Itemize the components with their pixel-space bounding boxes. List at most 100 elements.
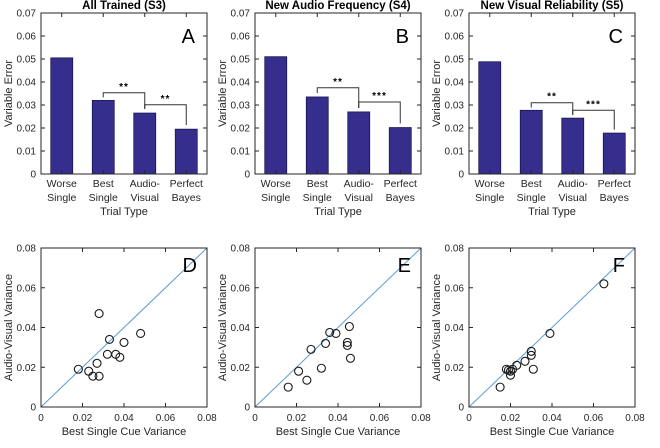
data-point: [344, 321, 354, 332]
category-label-line2: Single: [89, 192, 118, 204]
x-tick-label: 0: [466, 413, 472, 424]
subplot-F: 0 0.02 0.04 0.06 0.08 0 0.02 0.04 0.06 0.08 Best S…: [431, 244, 645, 439]
bar-audio-visual: [133, 112, 157, 175]
data-point: [294, 366, 304, 376]
data-point: [599, 279, 609, 289]
category-label-line2: Single: [303, 192, 332, 204]
identity-line: [40, 247, 208, 408]
axes-box: [254, 12, 422, 175]
y-tick-label: 0.06: [445, 32, 465, 43]
y-axis-label: Audio-Visual Variance: [431, 274, 443, 381]
panel-letter: C: [609, 26, 623, 48]
axes-box: [468, 247, 636, 408]
x-tick-label: 0: [38, 413, 44, 424]
category-label-line1: Worse: [47, 178, 77, 190]
y-tick-label: 0.06: [231, 32, 251, 43]
bar-best-single: [91, 100, 115, 175]
data-point: [94, 371, 104, 381]
category-label-line1: Perfect: [170, 178, 203, 190]
data-point: [283, 382, 293, 392]
category-label-line2: Bayes: [600, 192, 629, 204]
data-point: [512, 360, 522, 370]
axes-box: [254, 247, 422, 408]
significance-stars: **: [547, 92, 557, 103]
y-tick-label: 0.01: [445, 147, 465, 158]
y-tick-label: 0.02: [445, 363, 465, 374]
axes-box: [468, 12, 636, 175]
subplot-E: 0 0.02 0.04 0.06 0.08 0 0.02 0.04 0.06 0.08 Best S…: [217, 244, 431, 439]
y-axis-label: Variable Error: [3, 60, 15, 127]
data-point: [345, 353, 356, 363]
y-tick-label: 0.02: [17, 363, 37, 374]
x-tick-label: 0.08: [197, 413, 217, 424]
panel-letter: B: [396, 26, 409, 48]
y-tick-label: 0.02: [231, 363, 251, 374]
y-tick-label: 0.08: [445, 244, 465, 255]
x-axis-label: Best Single Cue Variance: [62, 426, 187, 438]
x-tick-label: 0.02: [287, 413, 307, 424]
data-point: [342, 337, 352, 347]
data-point: [505, 366, 516, 376]
x-axis-label: Best Single Cue Variance: [490, 426, 615, 438]
bar-perfect-bayes: [602, 132, 626, 175]
significance-bracket: [316, 87, 360, 108]
category-label-line1: Best: [307, 178, 328, 190]
panel-letter: E: [398, 255, 411, 277]
x-tick-label: 0.08: [625, 413, 645, 424]
data-point: [115, 352, 125, 362]
y-tick-label: 0.05: [17, 55, 37, 66]
y-tick-label: 0.05: [445, 55, 465, 66]
bar-audio-visual: [347, 111, 371, 175]
significance-bracket: [358, 101, 401, 124]
axes-box: [40, 247, 208, 408]
y-tick-label: 0.02: [231, 124, 251, 135]
data-point: [92, 358, 102, 368]
y-tick-label: 0.08: [17, 244, 37, 255]
category-label-line1: Best: [93, 178, 114, 190]
category-label-line2: Single: [517, 192, 546, 204]
category-label-line1: Audio-: [344, 178, 375, 190]
data-point: [302, 375, 312, 385]
y-tick-label: 0.04: [17, 78, 37, 89]
data-point: [342, 340, 352, 350]
y-axis-label: Variable Error: [217, 60, 229, 127]
data-point: [545, 328, 555, 339]
bar-audio-visual: [561, 117, 585, 175]
y-tick-label: 0.05: [231, 55, 251, 66]
data-point: [102, 349, 112, 359]
x-tick-label: 0.06: [156, 413, 176, 424]
y-tick-label: 0.03: [445, 101, 465, 112]
x-tick-label: 0.06: [370, 413, 390, 424]
panel-letter: A: [182, 26, 196, 48]
y-tick-label: 0: [30, 170, 36, 181]
significance-stars: **: [119, 82, 129, 93]
y-tick-label: 0.02: [17, 124, 37, 135]
y-tick-label: 0.02: [445, 124, 465, 135]
data-point: [331, 328, 341, 339]
panel-title: New Audio Frequency (S4): [265, 0, 410, 12]
y-tick-label: 0.07: [445, 9, 465, 20]
y-tick-label: 0.07: [231, 9, 251, 20]
y-tick-label: 0.04: [231, 323, 251, 334]
y-axis-label: Variable Error: [431, 60, 443, 127]
y-tick-label: 0.03: [231, 101, 251, 112]
y-tick-label: 0: [244, 170, 250, 181]
x-tick-label: 0.02: [501, 413, 521, 424]
identity-line: [254, 247, 422, 408]
data-point: [320, 338, 331, 348]
subplot-B: 0 0.01 0.02 0.03 0.04 0.05 0.06 0.07 Worse Single…: [217, 0, 422, 218]
x-tick-label: 0.04: [328, 413, 348, 424]
panel-letter: D: [183, 255, 197, 277]
bar-worse-single: [478, 61, 502, 175]
y-tick-label: 0: [458, 170, 464, 181]
y-tick-label: 0: [458, 403, 464, 414]
data-point: [528, 364, 538, 374]
category-label-line2: Visual: [345, 192, 373, 204]
subplot-D: 0 0.02 0.04 0.06 0.08 0 0.02 0.04 0.06 0.08 Best S…: [3, 244, 217, 439]
y-tick-label: 0: [244, 403, 250, 414]
data-point: [526, 346, 536, 356]
x-tick-label: 0: [252, 413, 258, 424]
category-label-line2: Single: [47, 192, 76, 204]
y-tick-label: 0.04: [445, 323, 465, 334]
data-point: [495, 382, 505, 392]
